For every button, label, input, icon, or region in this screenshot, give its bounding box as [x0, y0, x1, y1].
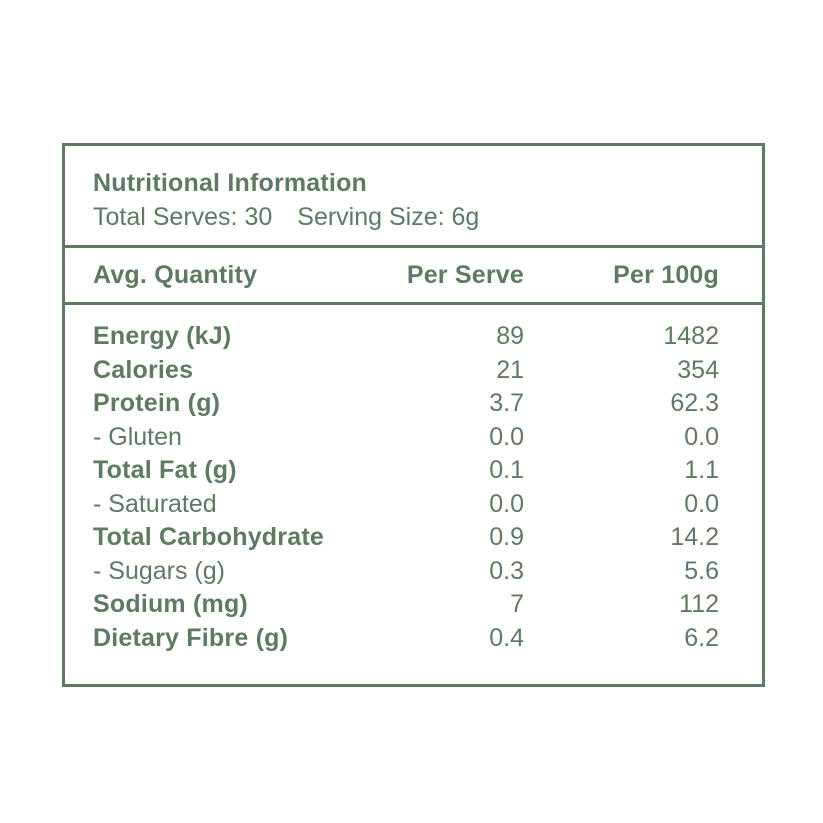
per-100g-value: 1.1	[684, 456, 719, 485]
per-serve-value: 0.4	[489, 623, 524, 652]
per-serve-value: 0.1	[489, 456, 524, 485]
per-100g-value: 62.3	[670, 389, 719, 418]
nutrient-name: - Gluten	[93, 422, 182, 451]
serves-info: Total Serves: 30 Serving Size: 6g	[93, 200, 734, 234]
per-100g-value: 0.0	[684, 422, 719, 451]
nutrient-row-saturated: - Saturated 0.0 0.0	[65, 488, 762, 522]
per-100g-value: 5.6	[684, 556, 719, 585]
per-serve-value: 0.0	[489, 489, 524, 518]
nutrient-row-sodium: Sodium (mg) 7 112	[65, 588, 762, 622]
nutrient-name: Sodium (mg)	[93, 590, 248, 619]
per-100g-value: 14.2	[670, 523, 719, 552]
header-per-serve: Per Serve	[406, 260, 524, 289]
nutrient-row-dietary-fibre: Dietary Fibre (g) 0.4 6.2	[65, 622, 762, 656]
nutrient-row-protein: Protein (g) 3.7 62.3	[65, 387, 762, 421]
nutrient-name: - Sugars (g)	[93, 556, 225, 585]
nutrient-row-energy: Energy (kJ) 89 1482	[65, 320, 762, 354]
total-serves-text: Total Serves: 30	[93, 203, 273, 231]
header-avg-quantity: Avg. Quantity	[93, 260, 258, 289]
per-100g-value: 0.0	[684, 489, 719, 518]
nutrient-rows: Energy (kJ) 89 1482 Calories 21 354 Prot…	[65, 305, 762, 655]
nutrient-name: Dietary Fibre (g)	[93, 623, 289, 652]
nutrient-name: Protein (g)	[93, 389, 221, 418]
header-divider-bottom	[65, 302, 762, 305]
nutrition-label-box: Nutritional Information Total Serves: 30…	[62, 143, 765, 687]
per-serve-value: 0.0	[489, 422, 524, 451]
per-serve-value: 0.9	[489, 523, 524, 552]
nutrient-name: - Saturated	[93, 489, 217, 518]
label-header: Nutritional Information Total Serves: 30…	[65, 146, 762, 245]
nutrient-row-calories: Calories 21 354	[65, 354, 762, 388]
nutrient-row-sugars: - Sugars (g) 0.3 5.6	[65, 555, 762, 589]
per-serve-value: 3.7	[489, 389, 524, 418]
nutrient-name: Energy (kJ)	[93, 322, 232, 351]
per-serve-value: 21	[496, 355, 524, 384]
per-100g-value: 6.2	[684, 623, 719, 652]
per-serve-value: 7	[510, 590, 524, 619]
nutrient-row-total-fat: Total Fat (g) 0.1 1.1	[65, 454, 762, 488]
nutrient-row-gluten: - Gluten 0.0 0.0	[65, 421, 762, 455]
header-per-100g: Per 100g	[613, 260, 719, 289]
nutrient-name: Calories	[93, 355, 194, 384]
header-divider-top	[65, 245, 762, 248]
per-serve-value: 0.3	[489, 556, 524, 585]
per-100g-value: 112	[679, 590, 719, 619]
per-100g-value: 1482	[663, 322, 719, 351]
nutrient-row-total-carbohydrate: Total Carbohydrate 0.9 14.2	[65, 521, 762, 555]
nutrient-name: Total Carbohydrate	[93, 523, 324, 552]
per-serve-value: 89	[496, 322, 524, 351]
serving-size-text: Serving Size: 6g	[297, 203, 480, 231]
table-header-row: Avg. Quantity Per Serve Per 100g	[65, 248, 762, 302]
nutrient-name: Total Fat (g)	[93, 456, 237, 485]
per-100g-value: 354	[677, 355, 719, 384]
label-title: Nutritional Information	[93, 169, 368, 197]
